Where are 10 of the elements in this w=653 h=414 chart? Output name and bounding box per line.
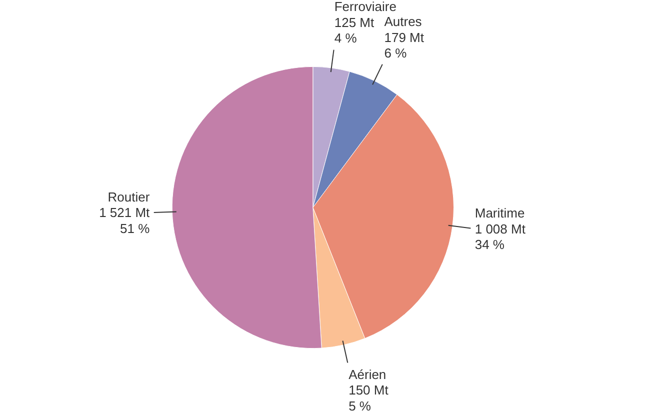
slice-label: Routier	[108, 189, 150, 204]
slice-label: Autres	[384, 14, 422, 30]
slice-label: Maritime	[474, 206, 525, 221]
slice-label: Aérien	[348, 366, 386, 382]
data-label: 1 521 Mt 51 %	[99, 205, 150, 236]
data-label: 150 Mt 5 %	[348, 382, 389, 414]
data-label: 179 Mt 6 %	[384, 30, 424, 61]
data-label: 1 008 Mt 34 %	[474, 221, 526, 252]
data-label: 125 Mt 4 %	[334, 14, 374, 46]
slice-label: Ferroviaire	[334, 0, 396, 14]
